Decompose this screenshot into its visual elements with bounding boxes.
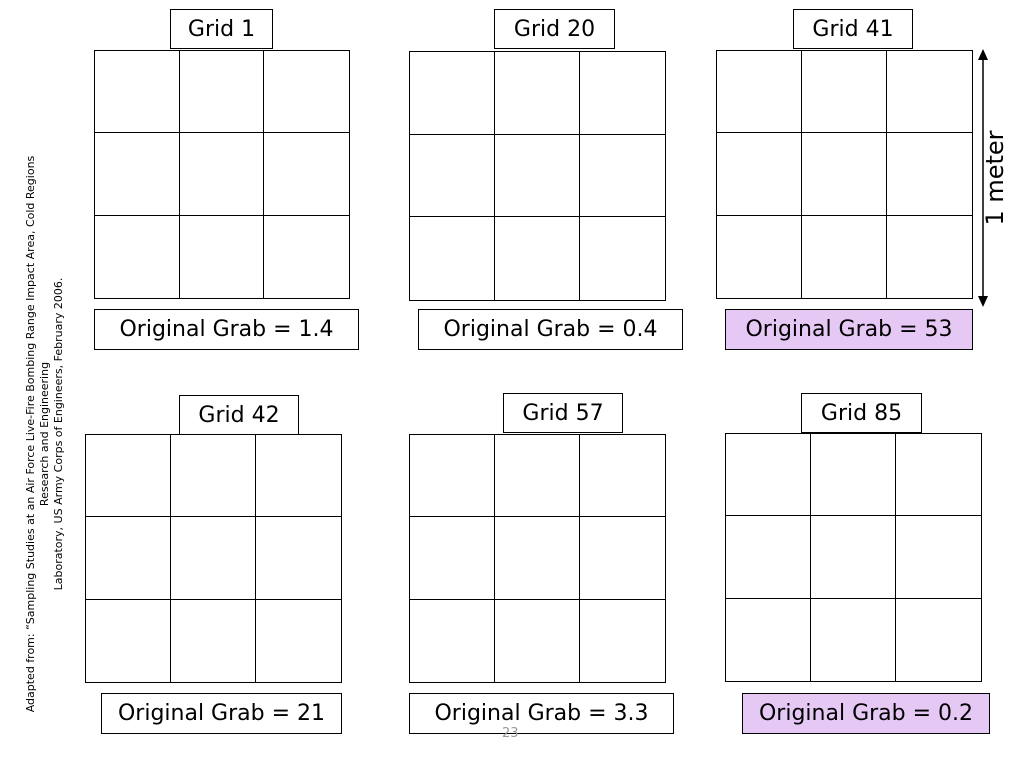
grid-cell: [495, 517, 580, 600]
grid-cell: [896, 599, 981, 681]
grid-cell: [256, 435, 341, 518]
grid-cell: [410, 435, 495, 518]
grid-41-grab-value: Original Grab = 53: [725, 309, 973, 350]
grid-42: [85, 434, 342, 683]
grid-cell: [410, 52, 495, 135]
credit-line-3: Laboratory, US Army Corps of Engineers, …: [52, 277, 65, 591]
grid-20: [409, 51, 666, 301]
grid-20-title: Grid 20: [494, 9, 615, 49]
grid-85-grab-value: Original Grab = 0.2: [742, 693, 990, 734]
grid-cell: [726, 516, 811, 599]
grid-cell: [171, 599, 256, 682]
grid-cell: [896, 516, 981, 599]
grid-cell: [802, 51, 887, 134]
grid-42-grab-value: Original Grab = 21: [101, 693, 342, 734]
grid-cell: [171, 517, 256, 600]
grid-1-title: Grid 1: [170, 9, 273, 49]
grid-1-grab-value: Original Grab = 1.4: [94, 309, 359, 350]
grid-cell: [95, 215, 180, 298]
grid-41-title: Grid 41: [793, 9, 913, 49]
grid-85: [725, 433, 982, 682]
grid-41: [716, 50, 973, 299]
grid-1: [94, 50, 350, 299]
grid-cell: [811, 598, 896, 681]
grid-cell: [495, 217, 580, 300]
grid-cell: [580, 52, 665, 135]
grid-cell: [86, 435, 171, 518]
grid-cell: [580, 435, 665, 518]
grid-57-grab-value: Original Grab = 3.3: [409, 693, 674, 734]
grid-cell: [410, 599, 495, 682]
grid-cell: [171, 435, 256, 518]
grid-cell: [811, 516, 896, 599]
grid-cell: [726, 434, 811, 517]
grid-57: [409, 434, 666, 683]
credit-line-2: Research and Engineering: [38, 361, 51, 507]
page-number: 23: [502, 726, 519, 741]
grid-cell: [580, 600, 665, 682]
grid-85-title: Grid 85: [801, 393, 922, 433]
grid-cell: [811, 434, 896, 517]
grid-cell: [410, 134, 495, 218]
grid-cell: [264, 216, 349, 298]
scale-arrow: [978, 49, 988, 307]
grid-cell: [896, 434, 981, 517]
grid-cell: [887, 216, 972, 298]
grid-cell: [580, 217, 665, 300]
grid-cell: [717, 133, 802, 216]
grid-cell: [580, 517, 665, 600]
grid-cell: [726, 598, 811, 681]
grid-cell: [410, 517, 495, 600]
grid-cell: [179, 51, 265, 134]
grid-cell: [495, 599, 580, 682]
grid-cell: [410, 217, 495, 300]
grid-cell: [86, 517, 171, 600]
grid-cell: [86, 599, 171, 682]
grid-cell: [495, 134, 580, 218]
grid-cell: [256, 600, 341, 682]
grid-cell: [580, 135, 665, 218]
grid-cell: [717, 51, 802, 134]
grid-cell: [887, 51, 972, 134]
grid-cell: [95, 133, 180, 216]
grid-cell: [887, 133, 972, 216]
grid-cell: [95, 51, 180, 134]
grid-cell: [802, 133, 887, 216]
grid-cell: [802, 215, 887, 298]
scale-label: 1 meter: [981, 130, 1009, 226]
credit-line-1: Adapted from: “Sampling Studies at an Ai…: [24, 155, 37, 713]
grid-cell: [256, 517, 341, 600]
grid-42-title: Grid 42: [179, 395, 299, 435]
grid-cell: [179, 133, 265, 216]
grid-57-title: Grid 57: [503, 393, 623, 433]
grid-cell: [495, 435, 580, 518]
grid-20-grab-value: Original Grab = 0.4: [418, 309, 683, 350]
grid-cell: [264, 51, 349, 134]
grid-cell: [495, 52, 580, 135]
grid-cell: [717, 215, 802, 298]
grid-cell: [264, 133, 349, 216]
source-credit: Adapted from: “Sampling Studies at an Ai…: [5, 144, 85, 724]
grid-cell: [180, 215, 265, 298]
